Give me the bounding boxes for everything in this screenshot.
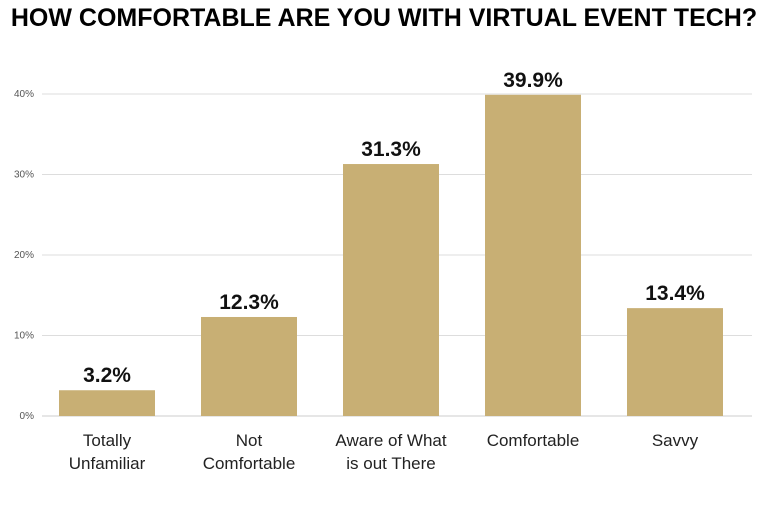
data-label: 31.3% <box>361 138 421 161</box>
x-category-label: Totally <box>83 431 132 450</box>
bar <box>201 316 297 416</box>
event-logo: EVENT A Skift BRAND <box>632 452 733 494</box>
logo-text: EVENT <box>632 452 728 485</box>
y-tick-label: 30% <box>14 170 34 181</box>
y-tick-label: 40% <box>14 89 34 100</box>
x-category-label: Not <box>236 431 263 450</box>
bar <box>343 164 439 416</box>
x-category-label: Comfortable <box>487 431 580 450</box>
bar <box>627 308 723 416</box>
data-label: 3.2% <box>83 364 131 387</box>
y-tick-label: 0% <box>20 411 35 422</box>
x-category-label: is out There <box>346 454 435 473</box>
x-category-label: Comfortable <box>203 454 296 473</box>
data-label: 12.3% <box>219 291 279 314</box>
data-label: 39.9% <box>503 69 563 92</box>
bar <box>485 94 581 417</box>
data-label: 13.4% <box>645 282 705 305</box>
y-tick-label: 20% <box>14 250 34 261</box>
x-category-label: Aware of What <box>335 431 446 450</box>
x-category-label: Unfamiliar <box>69 454 146 473</box>
x-category-label: Savvy <box>652 431 699 450</box>
y-tick-label: 10% <box>14 331 34 342</box>
bar <box>59 390 155 416</box>
chart-title: HOW COMFORTABLE ARE YOU WITH VIRTUAL EVE… <box>10 4 758 32</box>
logo-subtext: A Skift BRAND <box>680 485 733 494</box>
